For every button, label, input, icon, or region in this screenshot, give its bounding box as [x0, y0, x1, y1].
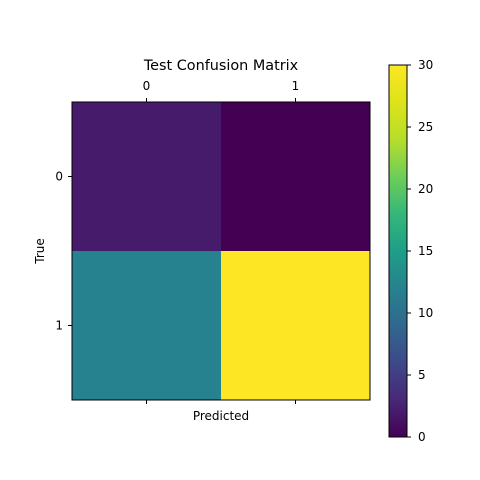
colorbar [389, 65, 407, 437]
colorbar-tick-label: 15 [418, 244, 433, 258]
x-axis-label: Predicted [193, 409, 249, 423]
heatmap-cell [72, 251, 221, 400]
heatmap-cells [72, 102, 370, 400]
y-tick-label: 1 [55, 319, 63, 333]
heatmap-cell [221, 102, 370, 251]
x-tick-label: 0 [143, 79, 151, 93]
plot-frame [71, 101, 371, 401]
colorbar-tick-label: 0 [418, 430, 426, 444]
axis-ticks: 0 1 0 1 [55, 79, 299, 404]
y-tick-label: 0 [55, 170, 63, 184]
colorbar-ticks: 0 5 10 15 20 25 30 [407, 58, 433, 444]
chart-title: Test Confusion Matrix [143, 58, 299, 74]
colorbar-tick-label: 25 [418, 120, 433, 134]
y-axis-label: True [33, 238, 47, 265]
x-tick-label: 1 [292, 79, 300, 93]
heatmap-cell [72, 102, 221, 251]
heatmap-cell [221, 251, 370, 400]
colorbar-tick-label: 5 [418, 368, 426, 382]
colorbar-tick-label: 10 [418, 306, 433, 320]
colorbar-tick-label: 20 [418, 182, 433, 196]
colorbar-tick-label: 30 [418, 58, 433, 72]
